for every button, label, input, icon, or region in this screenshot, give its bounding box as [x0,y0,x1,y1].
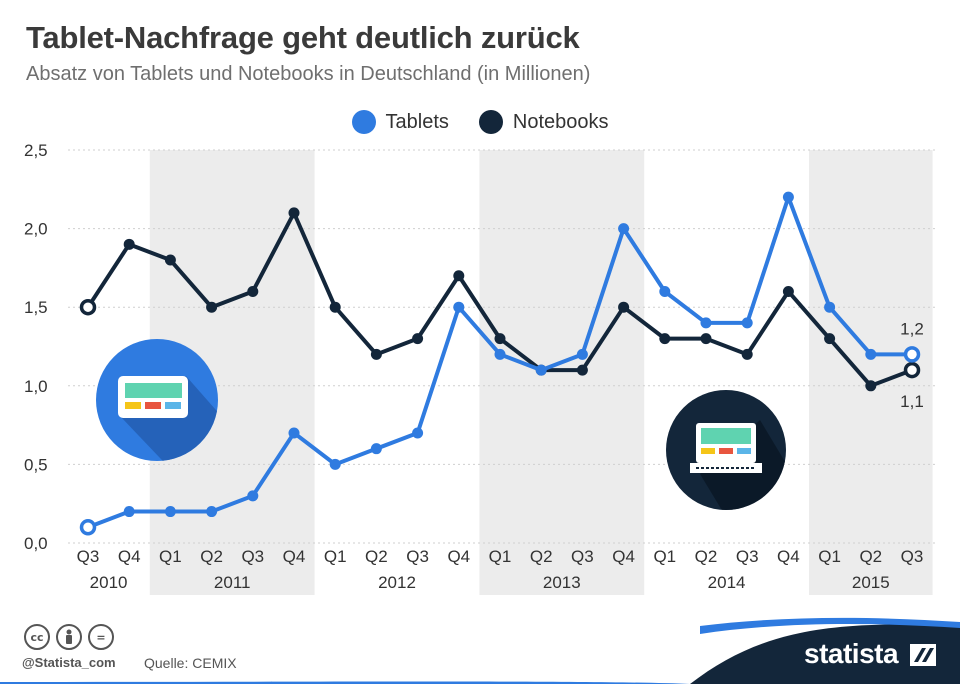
data-point-tablets [164,506,176,518]
data-point-tablets [903,346,921,363]
data-point-tablets [329,458,341,470]
data-point-notebooks [79,298,97,316]
x-tick-label: Q3 [901,547,924,566]
data-label-tablets: 1,2 [900,319,924,338]
x-tick-label: Q1 [324,547,347,566]
data-point-tablets [782,191,794,203]
legend-dot-notebooks [478,110,503,134]
y-tick-label: 0,5 [24,455,48,474]
statista-logo-icon [910,644,936,666]
data-point-tablets [494,348,506,360]
data-point-notebooks [206,301,218,313]
data-point-notebooks [123,238,135,250]
legend-item-notebooks: Notebooks [478,110,609,134]
data-point-notebooks [824,333,836,345]
legend-dot-tablets [351,110,376,134]
data-point-notebooks [576,364,588,376]
data-point-tablets [453,301,465,313]
x-tick-label: Q2 [859,547,882,566]
data-point-notebooks [453,270,465,282]
data-point-tablets [576,348,588,360]
data-point-tablets [535,364,547,376]
x-year-label: 2011 [214,573,251,592]
data-label-notebooks: 1,1 [900,392,924,411]
x-year-label: 2010 [90,573,128,592]
legend-label-notebooks: Notebooks [512,110,609,133]
data-point-notebooks [494,333,506,345]
data-point-notebooks [247,285,259,297]
cc-icon: cc [24,624,50,650]
data-point-tablets [370,443,382,455]
x-tick-label: Q3 [736,547,759,566]
x-tick-label: Q4 [283,547,306,566]
statista-logo: statista [804,638,899,669]
laptop-icon [666,390,786,510]
data-point-tablets [123,506,135,518]
x-tick-label: Q2 [365,547,388,566]
data-point-tablets [206,506,218,518]
data-point-tablets [412,427,424,439]
data-point-tablets [288,427,300,439]
attribution-icon [56,624,82,650]
x-year-label: 2013 [543,573,581,592]
data-point-tablets [741,317,753,329]
brand-banner [0,617,960,684]
y-tick-label: 2,0 [24,220,48,239]
chart-title: Tablet-Nachfrage geht deutlich zurück [26,20,580,55]
x-tick-label: Q2 [695,547,718,566]
x-tick-label: Q1 [818,547,841,566]
data-point-notebooks [659,333,671,345]
y-tick-label: 1,0 [24,377,48,396]
x-year-label: 2012 [378,573,416,592]
data-point-notebooks [288,207,300,219]
data-point-notebooks [782,285,794,297]
data-point-tablets [618,223,630,235]
data-point-tablets [247,490,259,502]
data-point-notebooks [903,361,921,379]
twitter-handle: @Statista_com [22,655,116,670]
x-tick-label: Q4 [447,547,470,566]
x-tick-label: Q2 [200,547,223,566]
data-point-notebooks [865,380,877,392]
x-tick-label: Q4 [612,547,635,566]
legend: Tablets Notebooks [0,110,960,134]
data-point-notebooks [741,348,753,360]
x-tick-label: Q1 [489,547,512,566]
x-tick-label: Q3 [241,547,264,566]
data-point-tablets [865,348,877,360]
data-point-notebooks [329,301,341,313]
tablet-icon [96,339,218,461]
x-tick-label: Q1 [653,547,676,566]
chart-subtitle: Absatz von Tablets und Notebooks in Deut… [26,63,591,85]
data-point-notebooks [618,301,630,313]
x-tick-label: Q2 [530,547,553,566]
data-point-tablets [79,519,97,536]
data-point-notebooks [370,348,382,360]
legend-label-tablets: Tablets [385,110,449,133]
x-tick-label: Q4 [118,547,141,566]
data-point-tablets [700,317,712,329]
data-point-notebooks [700,333,712,345]
legend-item-tablets: Tablets [351,110,449,134]
x-year-label: 2014 [708,573,746,592]
x-tick-label: Q3 [571,547,594,566]
data-point-notebooks [412,333,424,345]
y-tick-label: 2,5 [24,141,48,160]
x-year-label: 2015 [852,573,890,592]
x-tick-label: Q4 [777,547,800,566]
x-tick-label: Q3 [406,547,429,566]
data-point-notebooks [164,254,176,266]
data-point-tablets [824,301,836,313]
year-band-2013 [479,150,645,595]
y-tick-label: 1,5 [24,298,48,317]
source-note: Quelle: CEMIX [144,655,237,671]
x-tick-label: Q3 [77,547,100,566]
no-derivatives-icon: = [88,624,114,650]
data-point-tablets [659,285,671,297]
license-icons: cc = [24,624,114,650]
y-tick-label: 0,0 [24,534,48,553]
x-tick-label: Q1 [159,547,182,566]
